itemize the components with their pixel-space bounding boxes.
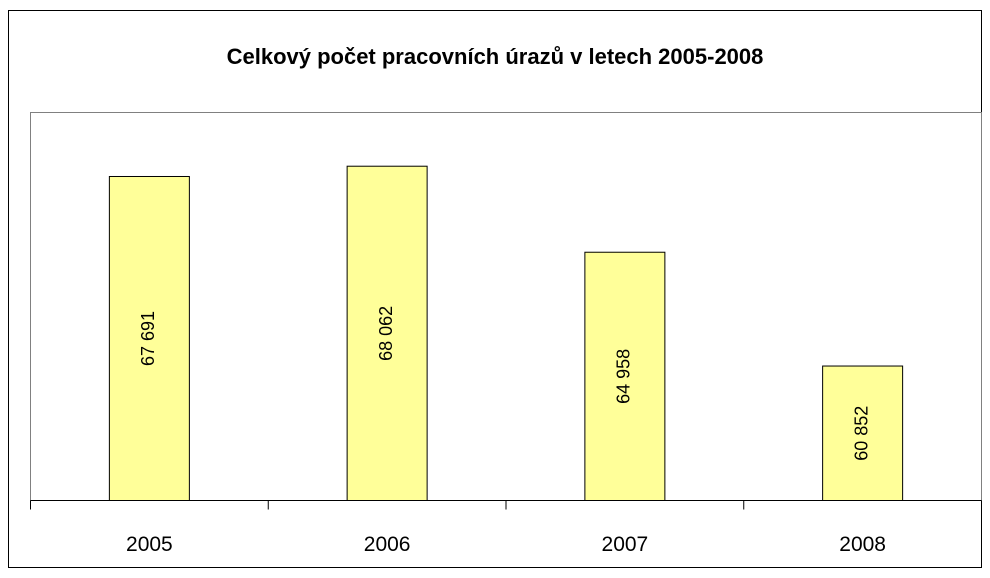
value-label: 60 852 bbox=[851, 406, 871, 461]
value-label: 67 691 bbox=[138, 311, 158, 366]
chart-title: Celkový počet pracovních úrazů v letech … bbox=[227, 44, 764, 69]
value-label: 68 062 bbox=[376, 306, 396, 361]
x-tick-label: 2006 bbox=[364, 533, 411, 556]
bar bbox=[822, 365, 904, 501]
x-tick-label: 2005 bbox=[126, 533, 173, 556]
x-tick-label: 2008 bbox=[839, 533, 886, 556]
bar bbox=[346, 165, 428, 501]
bar bbox=[108, 175, 190, 501]
value-label: 64 958 bbox=[614, 349, 634, 404]
bar bbox=[584, 251, 666, 501]
x-tick-label: 2007 bbox=[602, 533, 649, 556]
